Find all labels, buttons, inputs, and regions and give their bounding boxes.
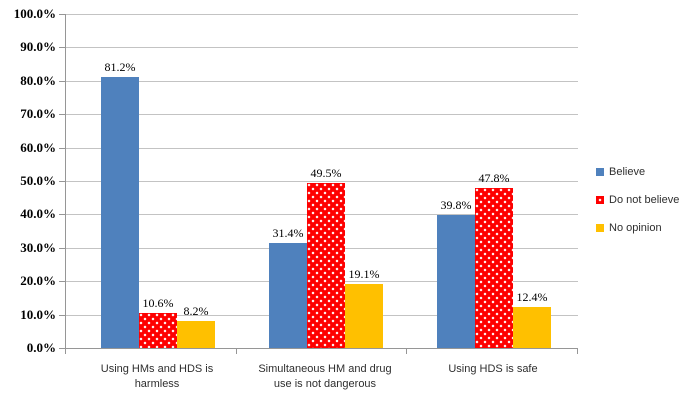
bar-believe: [269, 243, 307, 348]
category-label: Using HMs and HDS is harmless: [100, 363, 214, 390]
legend-label: No opinion: [609, 221, 662, 234]
bar-do-not-believe: [307, 183, 345, 348]
category-label: Simultaneous HM and drug use is not dange…: [258, 363, 392, 390]
y-axis-tick-label: 0.0%: [26, 340, 56, 355]
plot-area: 81.2% 10.6% 8.2% 31.4% 49.5% 19.1% 39.8% 47.8% 1…: [65, 14, 578, 349]
data-label: 47.8%: [478, 171, 510, 185]
gridline: [66, 14, 578, 15]
y-axis-tick-label: 40.0%: [20, 206, 56, 221]
legend-swatch-icon: [596, 195, 604, 204]
y-axis-tick-label: 10.0%: [20, 307, 56, 322]
x-axis-tick-mark: [65, 349, 66, 354]
y-axis-tick-label: 30.0%: [20, 240, 56, 255]
legend-label: Believe: [609, 165, 646, 178]
x-axis-tick-mark: [406, 349, 407, 354]
data-label: 31.4%: [272, 226, 304, 240]
data-label: 81.2%: [104, 60, 136, 74]
gridline: [66, 81, 578, 82]
y-axis-tick-label: 80.0%: [20, 73, 56, 88]
data-label: 8.2%: [183, 304, 209, 318]
data-label: 49.5%: [310, 166, 342, 180]
y-axis-tick-mark: [59, 214, 65, 215]
legend-item-do-not-believe: Do not believe: [596, 193, 680, 206]
y-axis-tick-label: 20.0%: [20, 273, 56, 288]
y-axis-tick-label: 90.0%: [20, 39, 56, 54]
legend: Believe Do not believe No opinion: [596, 166, 679, 250]
bar-believe: [101, 77, 139, 348]
data-label: 10.6%: [142, 296, 174, 310]
data-label: 19.1%: [348, 267, 380, 281]
bar-believe: [437, 215, 475, 348]
gridline: [66, 148, 578, 149]
y-axis-tick-mark: [59, 81, 65, 82]
y-axis-tick-mark: [59, 315, 65, 316]
legend-swatch-icon: [596, 167, 604, 176]
y-axis-tick-label: 50.0%: [20, 173, 56, 188]
y-axis-tick-mark: [59, 114, 65, 115]
y-axis-tick-mark: [59, 348, 65, 349]
y-axis-tick-mark: [59, 14, 65, 15]
gridline: [66, 181, 578, 182]
y-axis-tick-label: 100.0%: [13, 6, 56, 21]
y-axis-tick-mark: [59, 181, 65, 182]
legend-item-believe: Believe: [596, 165, 679, 178]
legend-item-no-opinion: No opinion: [596, 221, 679, 234]
y-axis-tick-mark: [59, 47, 65, 48]
gridline: [66, 47, 578, 48]
bar-do-not-believe: [139, 313, 177, 348]
y-axis-tick-label: 70.0%: [20, 106, 56, 121]
x-axis-tick-mark: [236, 349, 237, 354]
category-label: Using HDS is safe: [448, 363, 538, 375]
gridline: [66, 114, 578, 115]
bar-no-opinion: [177, 321, 215, 348]
legend-swatch-icon: [596, 223, 604, 232]
bar-no-opinion: [345, 284, 383, 348]
y-axis-tick-label: 60.0%: [20, 140, 56, 155]
data-label: 39.8%: [440, 198, 472, 212]
y-axis-tick-mark: [59, 281, 65, 282]
bar-do-not-believe: [475, 188, 513, 348]
x-axis-tick-mark: [577, 349, 578, 354]
y-axis-tick-mark: [59, 148, 65, 149]
bar-no-opinion: [513, 307, 551, 348]
legend-label: Do not believe: [609, 193, 680, 206]
data-label: 12.4%: [516, 290, 548, 304]
y-axis-tick-mark: [59, 248, 65, 249]
